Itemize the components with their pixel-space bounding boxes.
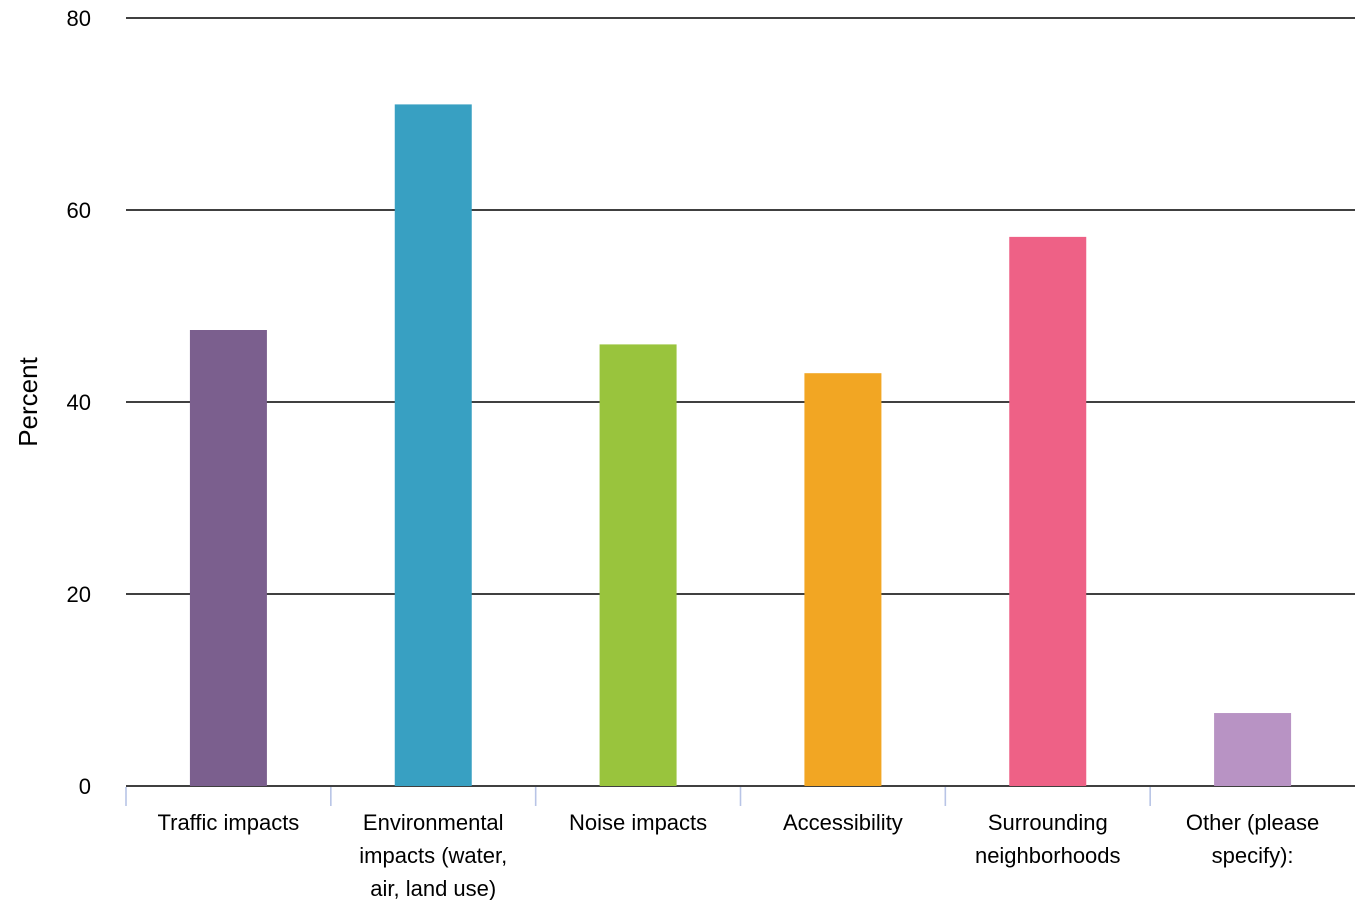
bar: [394, 104, 472, 786]
y-tick-label: 80: [67, 6, 91, 31]
x-category-label: neighborhoods: [975, 843, 1121, 868]
x-category-label: Other (please: [1186, 810, 1319, 835]
x-category-label: impacts (water,: [359, 843, 507, 868]
bar: [1009, 236, 1087, 786]
y-tick-labels: 0 20 40 60 80: [67, 6, 91, 799]
y-tick-label: 0: [79, 774, 91, 799]
x-category-labels: Traffic impacts Environmental impacts (wat…: [158, 810, 1320, 900]
x-category-label: Noise impacts: [569, 810, 707, 835]
x-category-label: Traffic impacts: [158, 810, 300, 835]
bar: [804, 373, 882, 786]
gridlines: [126, 17, 1355, 787]
y-tick-label: 40: [67, 390, 91, 415]
y-tick-label: 20: [67, 582, 91, 607]
x-category-label: specify):: [1212, 843, 1294, 868]
bar: [189, 330, 267, 786]
y-axis-title: Percent: [13, 356, 43, 446]
bars: [189, 104, 1292, 786]
bar: [1214, 713, 1292, 786]
y-tick-label: 60: [67, 198, 91, 223]
bar: [599, 344, 677, 786]
x-category-label: Environmental: [363, 810, 504, 835]
x-category-ticks: [125, 787, 1151, 806]
x-category-label: Surrounding: [988, 810, 1108, 835]
x-category-label: Accessibility: [783, 810, 903, 835]
x-category-label: air, land use): [370, 876, 496, 900]
